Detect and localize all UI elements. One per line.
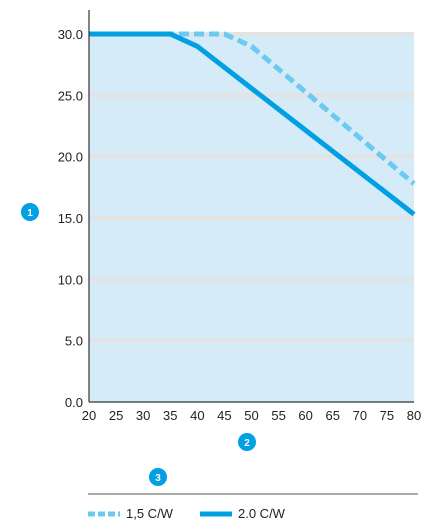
x-tick-label: 25	[109, 408, 123, 423]
x-tick-label: 80	[407, 408, 421, 423]
y-tick-label: 25.0	[58, 88, 83, 103]
x-tick-labels: 20 25 30 35 40 45 50 55 60 65 70 75 80	[82, 408, 421, 423]
x-tick-label: 35	[163, 408, 177, 423]
x-tick-label: 30	[136, 408, 150, 423]
legend-marker-badge: 3	[149, 468, 167, 486]
x-tick-label: 40	[190, 408, 204, 423]
x-tick-label: 45	[217, 408, 231, 423]
x-axis-marker: 2	[244, 438, 250, 449]
x-tick-label: 65	[326, 408, 340, 423]
axes	[88, 10, 414, 403]
series-layer	[89, 31, 416, 217]
y-tick-label: 10.0	[58, 272, 83, 287]
x-axis-marker-badge: 2	[238, 433, 256, 451]
x-tick-label: 55	[271, 408, 285, 423]
legend-marker: 3	[155, 473, 161, 484]
y-tick-labels: 0.0 5.0 10.0 15.0 20.0 25.0 30.0	[58, 27, 83, 410]
x-tick-label: 70	[353, 408, 367, 423]
y-tick-label: 0.0	[65, 395, 83, 410]
y-axis-marker-badge: 1	[21, 203, 39, 221]
y-tick-label: 30.0	[58, 27, 83, 42]
y-tick-label: 15.0	[58, 211, 83, 226]
y-tick-label: 5.0	[65, 334, 83, 349]
x-tick-label: 50	[244, 408, 258, 423]
y-axis-marker: 1	[27, 208, 33, 219]
legend-label-1-5-cw: 1,5 C/W	[126, 506, 174, 521]
legend-label-2-0-cw: 2.0 C/W	[238, 506, 286, 521]
series-line-2-0-cw	[89, 31, 416, 217]
y-tick-label: 20.0	[58, 150, 83, 165]
x-tick-label: 60	[298, 408, 312, 423]
legend: 1,5 C/W 2.0 C/W	[88, 506, 286, 521]
x-tick-label: 20	[82, 408, 96, 423]
x-tick-label: 75	[380, 408, 394, 423]
grid-lines	[89, 32, 414, 343]
